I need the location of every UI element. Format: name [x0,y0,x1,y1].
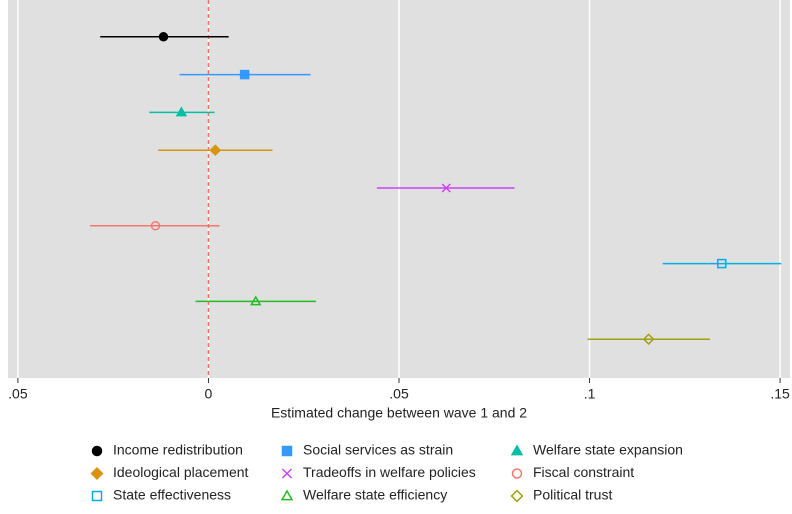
point [642,333,655,346]
legend-label: Income redistribution [113,442,243,458]
point [239,69,250,80]
point [150,221,161,231]
legend-marker [91,490,103,502]
legend-marker [511,468,523,479]
legend-label: State effectiveness [113,487,231,503]
legend-label: Tradeoffs in welfare policies [303,464,476,480]
x-tick-label: .1 [584,386,596,402]
point [209,144,222,157]
legend-marker [281,445,293,457]
legend-label: Social services as strain [303,442,453,458]
legend-marker [91,445,103,457]
legend-marker [510,444,524,456]
legend-label: Welfare state efficiency [303,487,447,503]
point [175,106,188,117]
legend-marker [510,489,524,503]
legend-marker [281,468,293,479]
x-tick-label: .05 [8,386,28,402]
x-tick-label: .15 [770,386,790,402]
x-axis-label: Estimated change between wave 1 and 2 [271,405,527,421]
point [250,295,262,306]
legend-label: Fiscal constraint [533,464,634,480]
point [158,32,169,42]
legend-label: Ideological placement [113,464,249,480]
point [717,258,727,269]
x-tick-label: .05 [389,386,409,402]
legend-label: Welfare state expansion [533,442,683,458]
legend-label: Political trust [533,487,612,503]
point [441,183,451,193]
legend-marker [90,467,104,480]
x-tick-label: 0 [205,386,213,402]
legend-marker [280,489,294,501]
